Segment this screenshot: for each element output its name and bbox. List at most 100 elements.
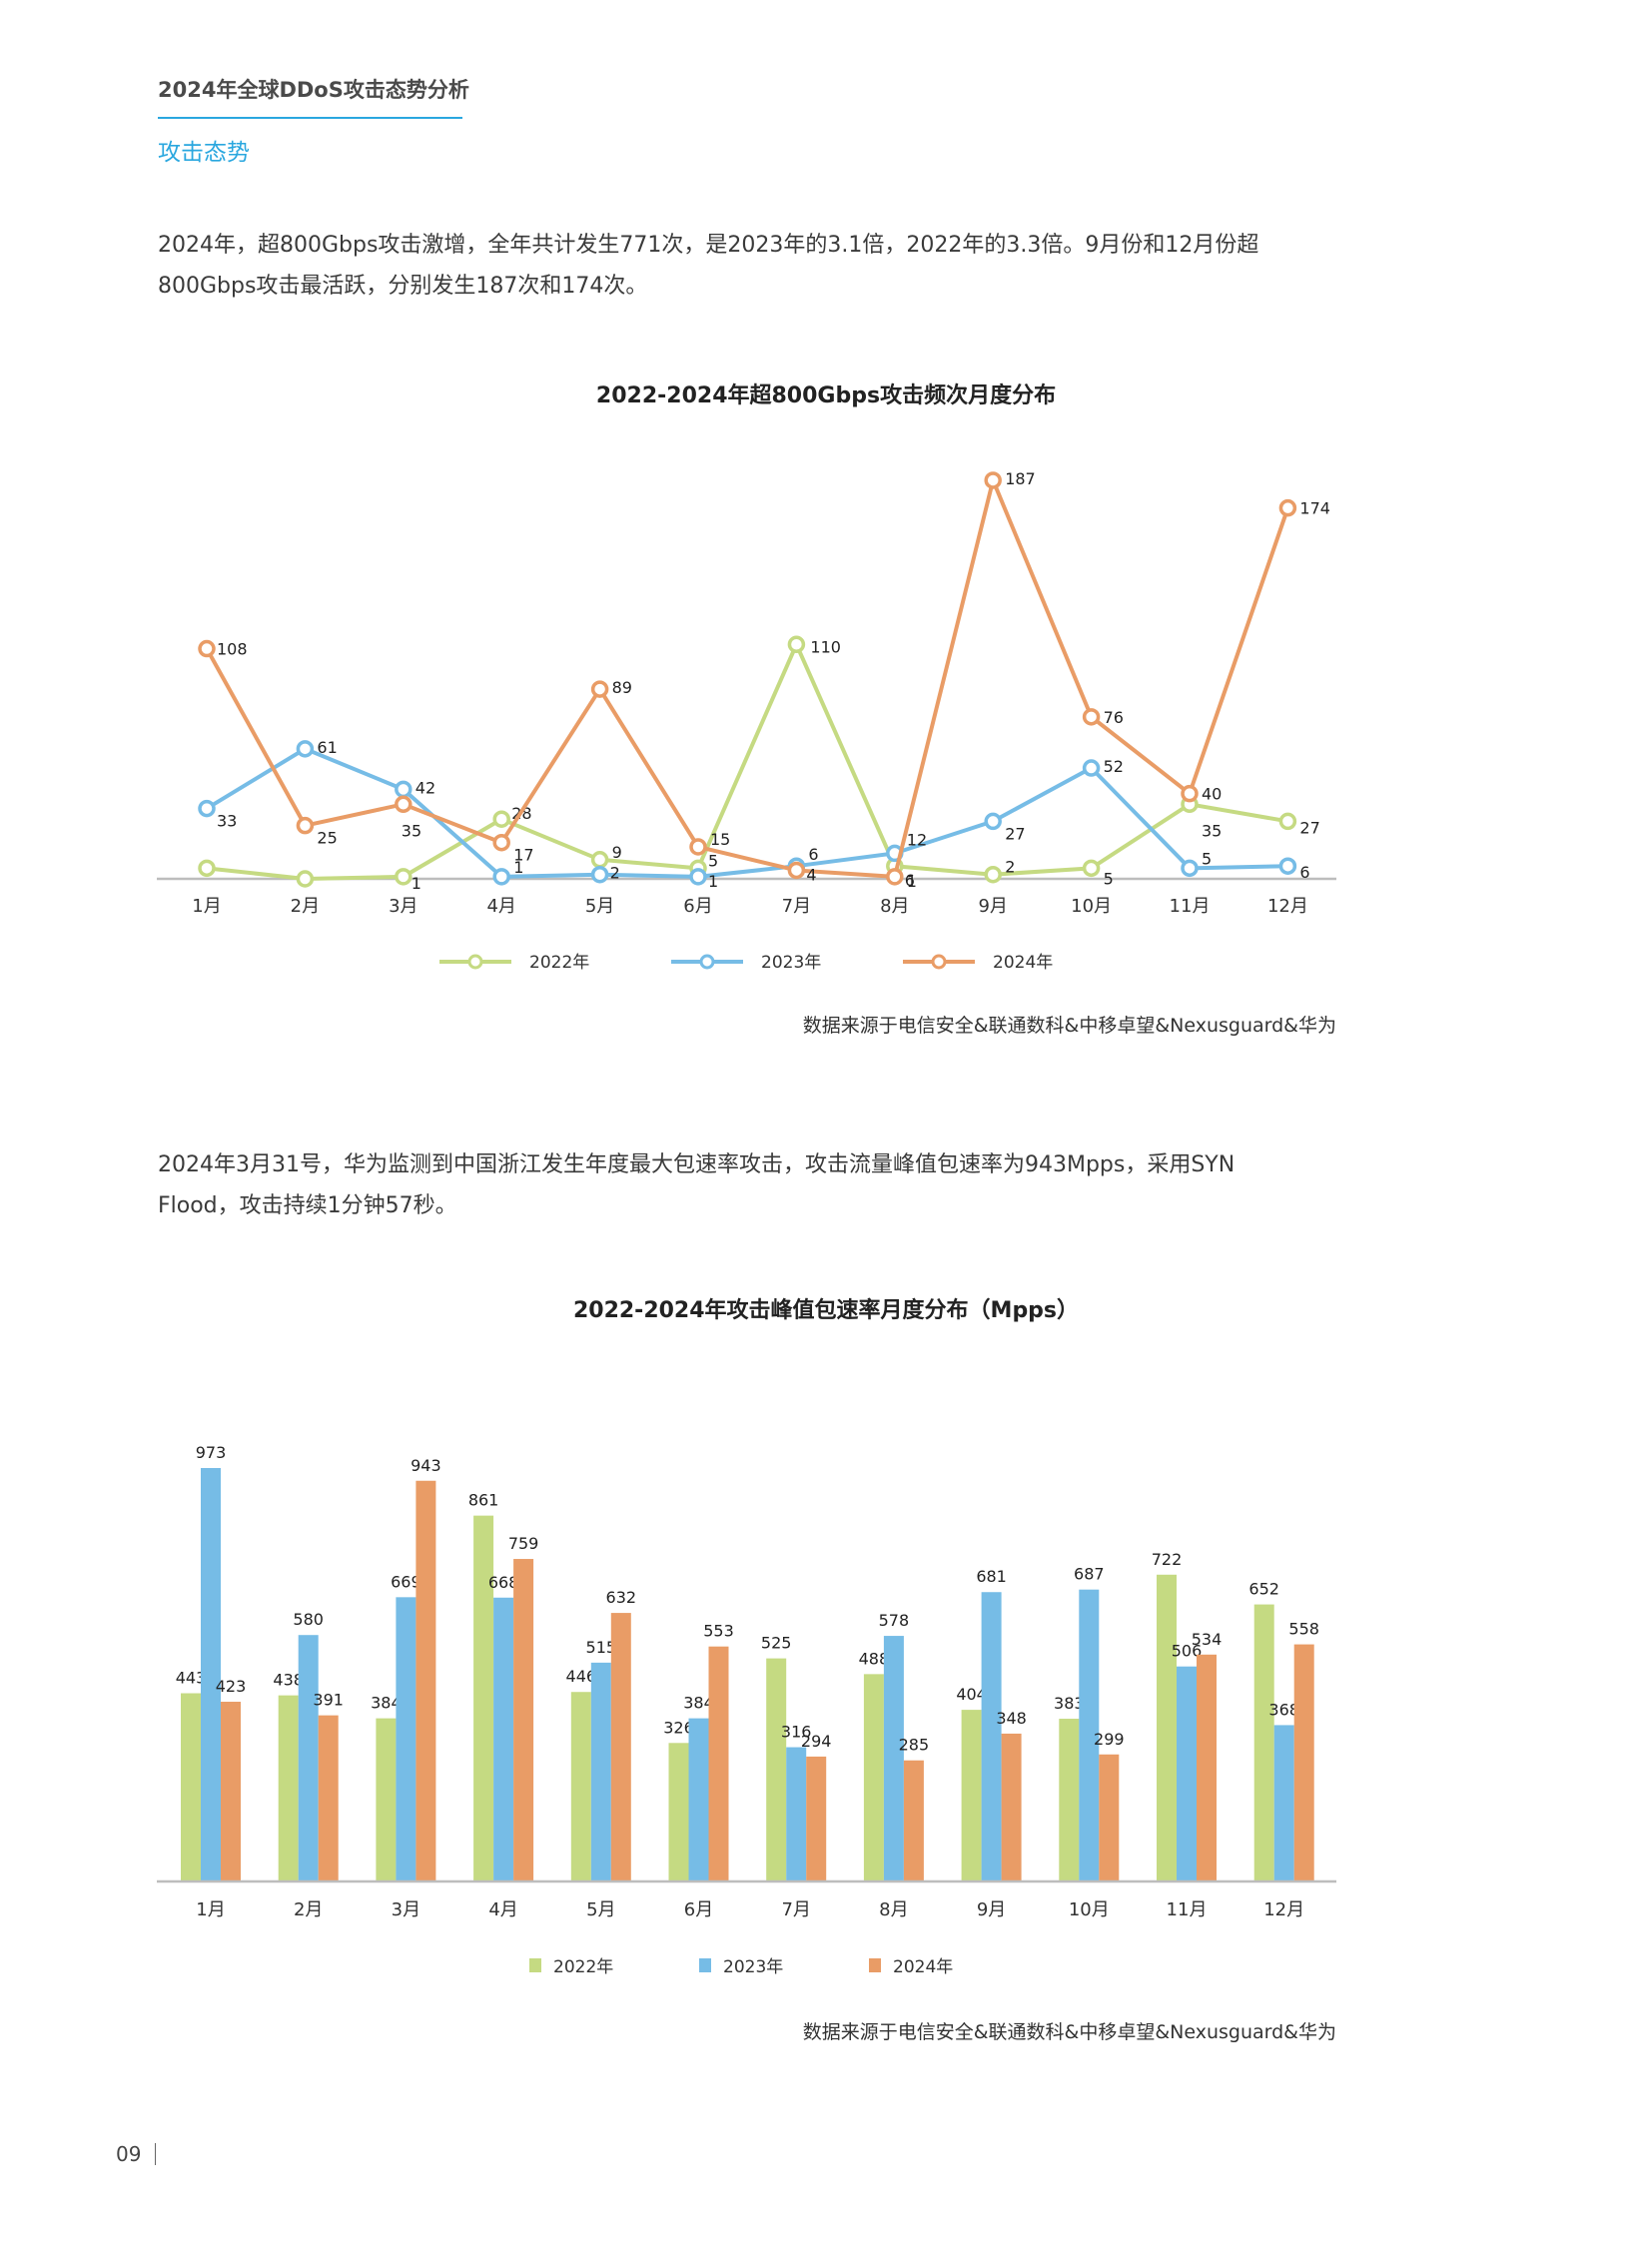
data-label: 52 bbox=[1104, 757, 1124, 776]
bar-value-label: 558 bbox=[1288, 1620, 1319, 1639]
bar bbox=[376, 1718, 397, 1881]
bar-value-label: 681 bbox=[976, 1567, 1007, 1586]
bar-group-4月: 861 668 759 bbox=[468, 1491, 538, 1881]
data-label: 110 bbox=[810, 637, 841, 656]
bar-value-label: 299 bbox=[1094, 1730, 1125, 1749]
bar-value-label: 861 bbox=[468, 1491, 499, 1510]
data-label: 1 bbox=[513, 858, 523, 877]
data-point-marker bbox=[198, 859, 216, 878]
x-axis-tick-label: 12月 bbox=[1263, 1899, 1304, 1920]
bar-value-label: 383 bbox=[1054, 1694, 1085, 1713]
data-label: 174 bbox=[1299, 499, 1330, 518]
data-point-marker bbox=[1278, 857, 1297, 875]
bar-value-label: 348 bbox=[996, 1709, 1027, 1728]
data-label: 1 bbox=[412, 874, 421, 893]
bar-value-label: 326 bbox=[663, 1718, 694, 1737]
x-axis-tick-label: 2月 bbox=[291, 896, 320, 917]
bar-value-label: 722 bbox=[1152, 1550, 1183, 1569]
x-axis-tick-label: 1月 bbox=[196, 1899, 225, 1920]
data-label: 35 bbox=[402, 821, 421, 840]
bar bbox=[570, 1692, 591, 1881]
data-point-marker bbox=[1082, 859, 1101, 878]
x-axis-tick-label: 3月 bbox=[392, 1899, 420, 1920]
bar bbox=[708, 1646, 729, 1881]
data-point-marker bbox=[492, 810, 510, 828]
x-axis-tick-label: 7月 bbox=[781, 1899, 810, 1920]
svg-text:2022年: 2022年 bbox=[529, 953, 589, 973]
bar bbox=[610, 1613, 631, 1881]
x-axis-tick-label: 6月 bbox=[684, 1899, 713, 1920]
data-point-marker bbox=[1082, 759, 1101, 777]
x-axis-tick-label: 9月 bbox=[978, 896, 1007, 917]
bar-group-10月: 383 687 299 bbox=[1054, 1565, 1125, 1881]
page-number: 09 bbox=[116, 2142, 142, 2166]
bar-value-label: 534 bbox=[1192, 1630, 1223, 1649]
svg-text:2023年: 2023年 bbox=[761, 953, 821, 973]
data-label: 2 bbox=[1005, 858, 1015, 877]
line-chart-source: 数据来源于电信安全&联通数科&中移卓望&Nexusguard&华为 bbox=[802, 1015, 1336, 1037]
data-point-marker bbox=[1181, 859, 1199, 878]
bar bbox=[688, 1718, 709, 1881]
paragraph-max-pps: 2024年3月31号，华为监测到中国浙江发生年度最大包速率攻击，攻击流量峰值包速… bbox=[158, 1144, 1336, 1226]
x-axis-tick-label: 11月 bbox=[1167, 1899, 1208, 1920]
x-axis-tick-label: 7月 bbox=[782, 896, 811, 917]
bar-value-label: 446 bbox=[566, 1667, 597, 1686]
bar-group-3月: 384 669 943 bbox=[371, 1456, 441, 1881]
paragraph-line: 800Gbps攻击最活跃，分别发生187次和174次。 bbox=[158, 274, 648, 299]
data-point-marker bbox=[492, 833, 510, 852]
bar-value-label: 943 bbox=[411, 1456, 441, 1475]
bar bbox=[1059, 1719, 1080, 1881]
paragraph-intro: 2024年，超800Gbps攻击激增，全年共计发生771次，是2023年的3.1… bbox=[158, 225, 1336, 307]
data-point-marker bbox=[590, 865, 609, 884]
data-label: 61 bbox=[317, 738, 337, 757]
bar-value-label: 391 bbox=[313, 1691, 344, 1710]
data-label: 1 bbox=[907, 872, 917, 891]
bar-value-label: 438 bbox=[273, 1671, 304, 1690]
data-point-marker bbox=[590, 680, 609, 698]
data-label: 9 bbox=[612, 843, 622, 862]
bar bbox=[415, 1480, 436, 1881]
paragraph-line: 2024年3月31号，华为监测到中国浙江发生年度最大包速率攻击，攻击流量峰值包速… bbox=[158, 1152, 1236, 1177]
data-point-marker bbox=[395, 795, 413, 814]
data-point-marker bbox=[1278, 498, 1297, 517]
legend-item-2024年: 2024年 bbox=[903, 953, 1053, 973]
bar bbox=[298, 1635, 319, 1881]
bar-value-label: 443 bbox=[176, 1669, 207, 1688]
data-label: 76 bbox=[1104, 708, 1124, 727]
paragraph-line: Flood，攻击持续1分钟57秒。 bbox=[158, 1193, 457, 1218]
bar bbox=[1197, 1654, 1217, 1881]
data-point-marker bbox=[984, 471, 1002, 489]
x-axis-tick-label: 4月 bbox=[486, 896, 515, 917]
data-label: 17 bbox=[513, 846, 533, 865]
bar bbox=[1253, 1604, 1274, 1881]
bar-value-label: 506 bbox=[1172, 1642, 1203, 1661]
bar bbox=[981, 1592, 1002, 1881]
data-point-marker bbox=[1181, 784, 1199, 803]
x-axis-tick-label: 1月 bbox=[192, 896, 221, 917]
data-point-marker bbox=[296, 816, 315, 835]
data-label: 40 bbox=[1202, 785, 1222, 804]
bar bbox=[1099, 1754, 1120, 1881]
bar-value-label: 669 bbox=[391, 1572, 421, 1591]
bar-group-9月: 404 681 348 bbox=[956, 1567, 1027, 1881]
x-axis-tick-label: 10月 bbox=[1071, 896, 1112, 917]
x-axis-tick-label: 5月 bbox=[586, 1899, 615, 1920]
bar bbox=[181, 1693, 201, 1881]
bar bbox=[1273, 1725, 1294, 1881]
page-number-divider bbox=[155, 2143, 156, 2165]
bar-value-label: 580 bbox=[293, 1610, 324, 1629]
data-label: 6 bbox=[808, 845, 818, 864]
bar-value-label: 404 bbox=[956, 1685, 987, 1704]
bar bbox=[493, 1597, 514, 1881]
bar bbox=[396, 1597, 416, 1881]
line-chart-title: 2022-2024年超800Gbps攻击频次月度分布 bbox=[595, 383, 1057, 408]
data-point-marker bbox=[689, 838, 707, 856]
bar-value-label: 973 bbox=[196, 1443, 227, 1462]
data-point-marker bbox=[984, 865, 1002, 884]
svg-text:2024年: 2024年 bbox=[893, 1957, 953, 1977]
bar bbox=[766, 1658, 787, 1881]
data-point-marker bbox=[296, 870, 315, 888]
x-axis-tick-label: 5月 bbox=[585, 896, 614, 917]
